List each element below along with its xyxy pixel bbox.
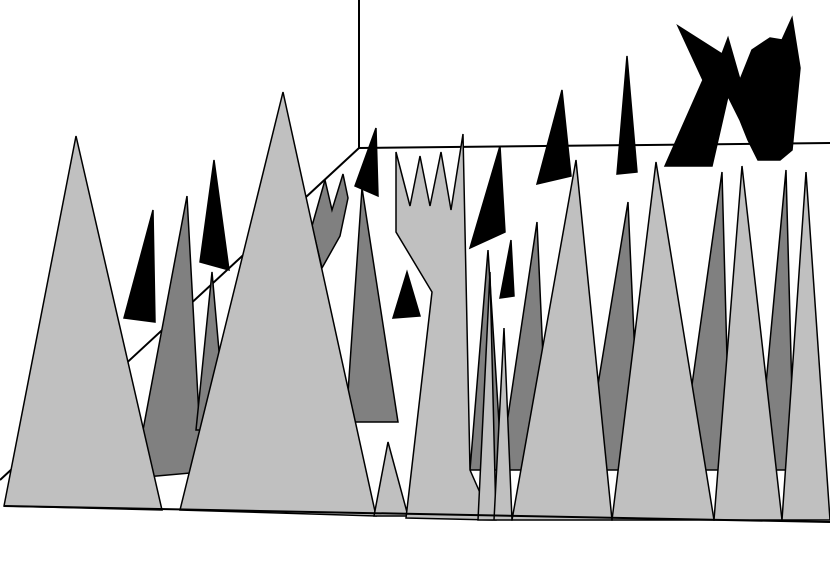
chart-floor-front — [3, 505, 830, 523]
back-spike — [391, 269, 421, 319]
back-spike — [499, 239, 515, 299]
back-spike — [535, 89, 572, 186]
series-front — [3, 91, 830, 521]
front-spike — [3, 135, 163, 511]
back-spike — [468, 145, 506, 250]
back-spike — [123, 209, 156, 323]
back-spike — [354, 127, 379, 198]
middle-spike — [133, 195, 203, 479]
front-spike — [373, 441, 409, 517]
front-spike — [511, 159, 613, 521]
back-spike — [616, 55, 638, 175]
front-spike — [493, 327, 513, 521]
front-spike — [179, 91, 377, 517]
back-spike — [663, 15, 801, 167]
front-spike — [477, 271, 497, 521]
series-back — [123, 15, 801, 323]
middle-spike — [311, 173, 349, 271]
front-spike — [781, 171, 830, 521]
front-floor-edge — [3, 505, 830, 523]
front-spike — [395, 133, 494, 521]
middle-spike — [345, 187, 399, 423]
front-spike — [611, 161, 715, 521]
back-spike — [199, 159, 230, 272]
